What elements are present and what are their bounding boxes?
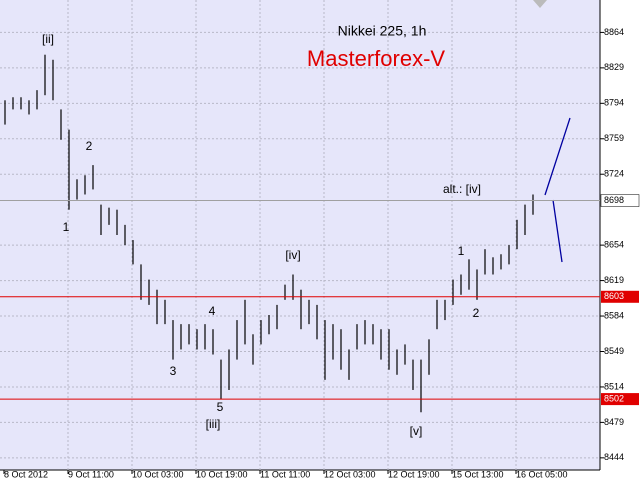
y-tick-label: 8654 (604, 240, 624, 250)
x-tick-label: 12 Oct 19:00 (388, 469, 440, 479)
plot-area (0, 0, 600, 470)
chart-title: Nikkei 225, 1h (338, 23, 427, 39)
wave-label: [v] (410, 424, 423, 438)
y-tick-label: 8549 (604, 346, 624, 356)
wave-label: [iv] (285, 248, 300, 262)
y-tick-label: 8759 (604, 133, 624, 143)
x-tick-label: 10 Oct 19:00 (196, 469, 248, 479)
wave-label: 2 (86, 139, 93, 153)
current-price-box (600, 194, 640, 207)
y-tick-label: 8514 (604, 381, 624, 391)
level-label: 8603 (604, 291, 624, 301)
level-label: 8502 (604, 393, 624, 403)
x-tick-label: 9 Oct 11:00 (68, 469, 114, 479)
chart-subtitle: Masterforex-V (307, 46, 445, 71)
y-tick-label: 8864 (604, 27, 624, 37)
wave-label: alt.: [iv] (443, 182, 481, 196)
y-tick-label: 8724 (604, 169, 624, 179)
level-label-box (601, 393, 639, 406)
x-tick-label: 16 Oct 05:00 (516, 469, 568, 479)
y-tick-label: 8584 (604, 310, 624, 320)
wave-label: 1 (63, 220, 70, 234)
y-tick-label: 8479 (604, 417, 624, 427)
wave-label: 2 (473, 306, 480, 320)
y-tick-label: 8794 (604, 98, 624, 108)
y-tick-label: 8444 (604, 452, 624, 462)
y-tick-label: 8619 (604, 275, 624, 285)
wave-label: [ii] (42, 32, 54, 46)
current-price-label: 8698 (604, 195, 624, 205)
x-tick-label: 12 Oct 03:00 (324, 469, 376, 479)
shift-marker (533, 0, 547, 8)
level-label-box (601, 290, 639, 303)
projection-line (552, 199, 563, 263)
wave-label: 3 (170, 364, 177, 378)
wave-label: 5 (217, 400, 224, 414)
x-tick-label: 11 Oct 11:00 (260, 469, 310, 479)
x-tick-label: 8 Oct 2012 (4, 469, 48, 479)
y-tick-label: 8829 (604, 62, 624, 72)
projection-line (544, 117, 571, 196)
wave-label: 1 (458, 244, 465, 258)
x-tick-label: 15 Oct 13:00 (452, 469, 504, 479)
wave-label: 4 (209, 304, 216, 318)
x-tick-label: 10 Oct 03:00 (132, 469, 184, 479)
wave-label: [iii] (206, 417, 221, 431)
